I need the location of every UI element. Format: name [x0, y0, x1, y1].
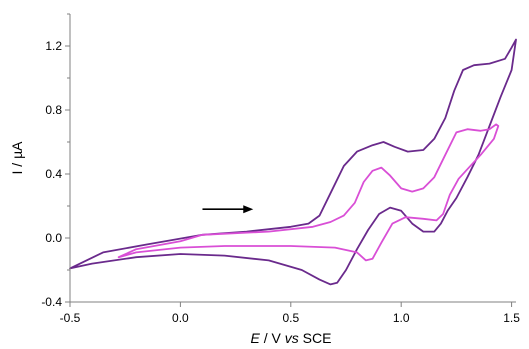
- x-tick-label: 0.0: [172, 311, 189, 325]
- y-tick-label: 0.4: [45, 167, 62, 181]
- x-tick-label: 1.0: [393, 311, 410, 325]
- y-tick-label: -0.4: [41, 295, 62, 309]
- x-tick-label: 0.5: [282, 311, 299, 325]
- x-axis-title: E / V vs SCE: [251, 330, 332, 346]
- y-tick-label: 0.8: [45, 103, 62, 117]
- x-tick-label: -0.5: [60, 311, 81, 325]
- y-axis-title: I / µA: [9, 141, 25, 175]
- y-tick-label: 0.0: [45, 231, 62, 245]
- x-axis-title-symbol: E: [251, 330, 261, 346]
- y-tick-label: 1.2: [45, 39, 62, 53]
- plot-lines: [69, 38, 517, 286]
- x-axis-title-unit: / V: [260, 330, 285, 346]
- y-axis-ticks: -0.4 0.0 0.4 0.8 1.2: [41, 13, 70, 309]
- scan-direction-arrowhead: [243, 205, 254, 214]
- x-axis-title-vs: vs: [285, 330, 299, 346]
- x-axis-ticks: -0.5 0.0 0.5 1.0 1.5: [60, 302, 520, 325]
- x-tick-label: 1.5: [503, 311, 520, 325]
- series-2-line: [117, 123, 500, 262]
- series-1-line: [69, 38, 517, 286]
- x-axis-title-reference: SCE: [299, 330, 332, 346]
